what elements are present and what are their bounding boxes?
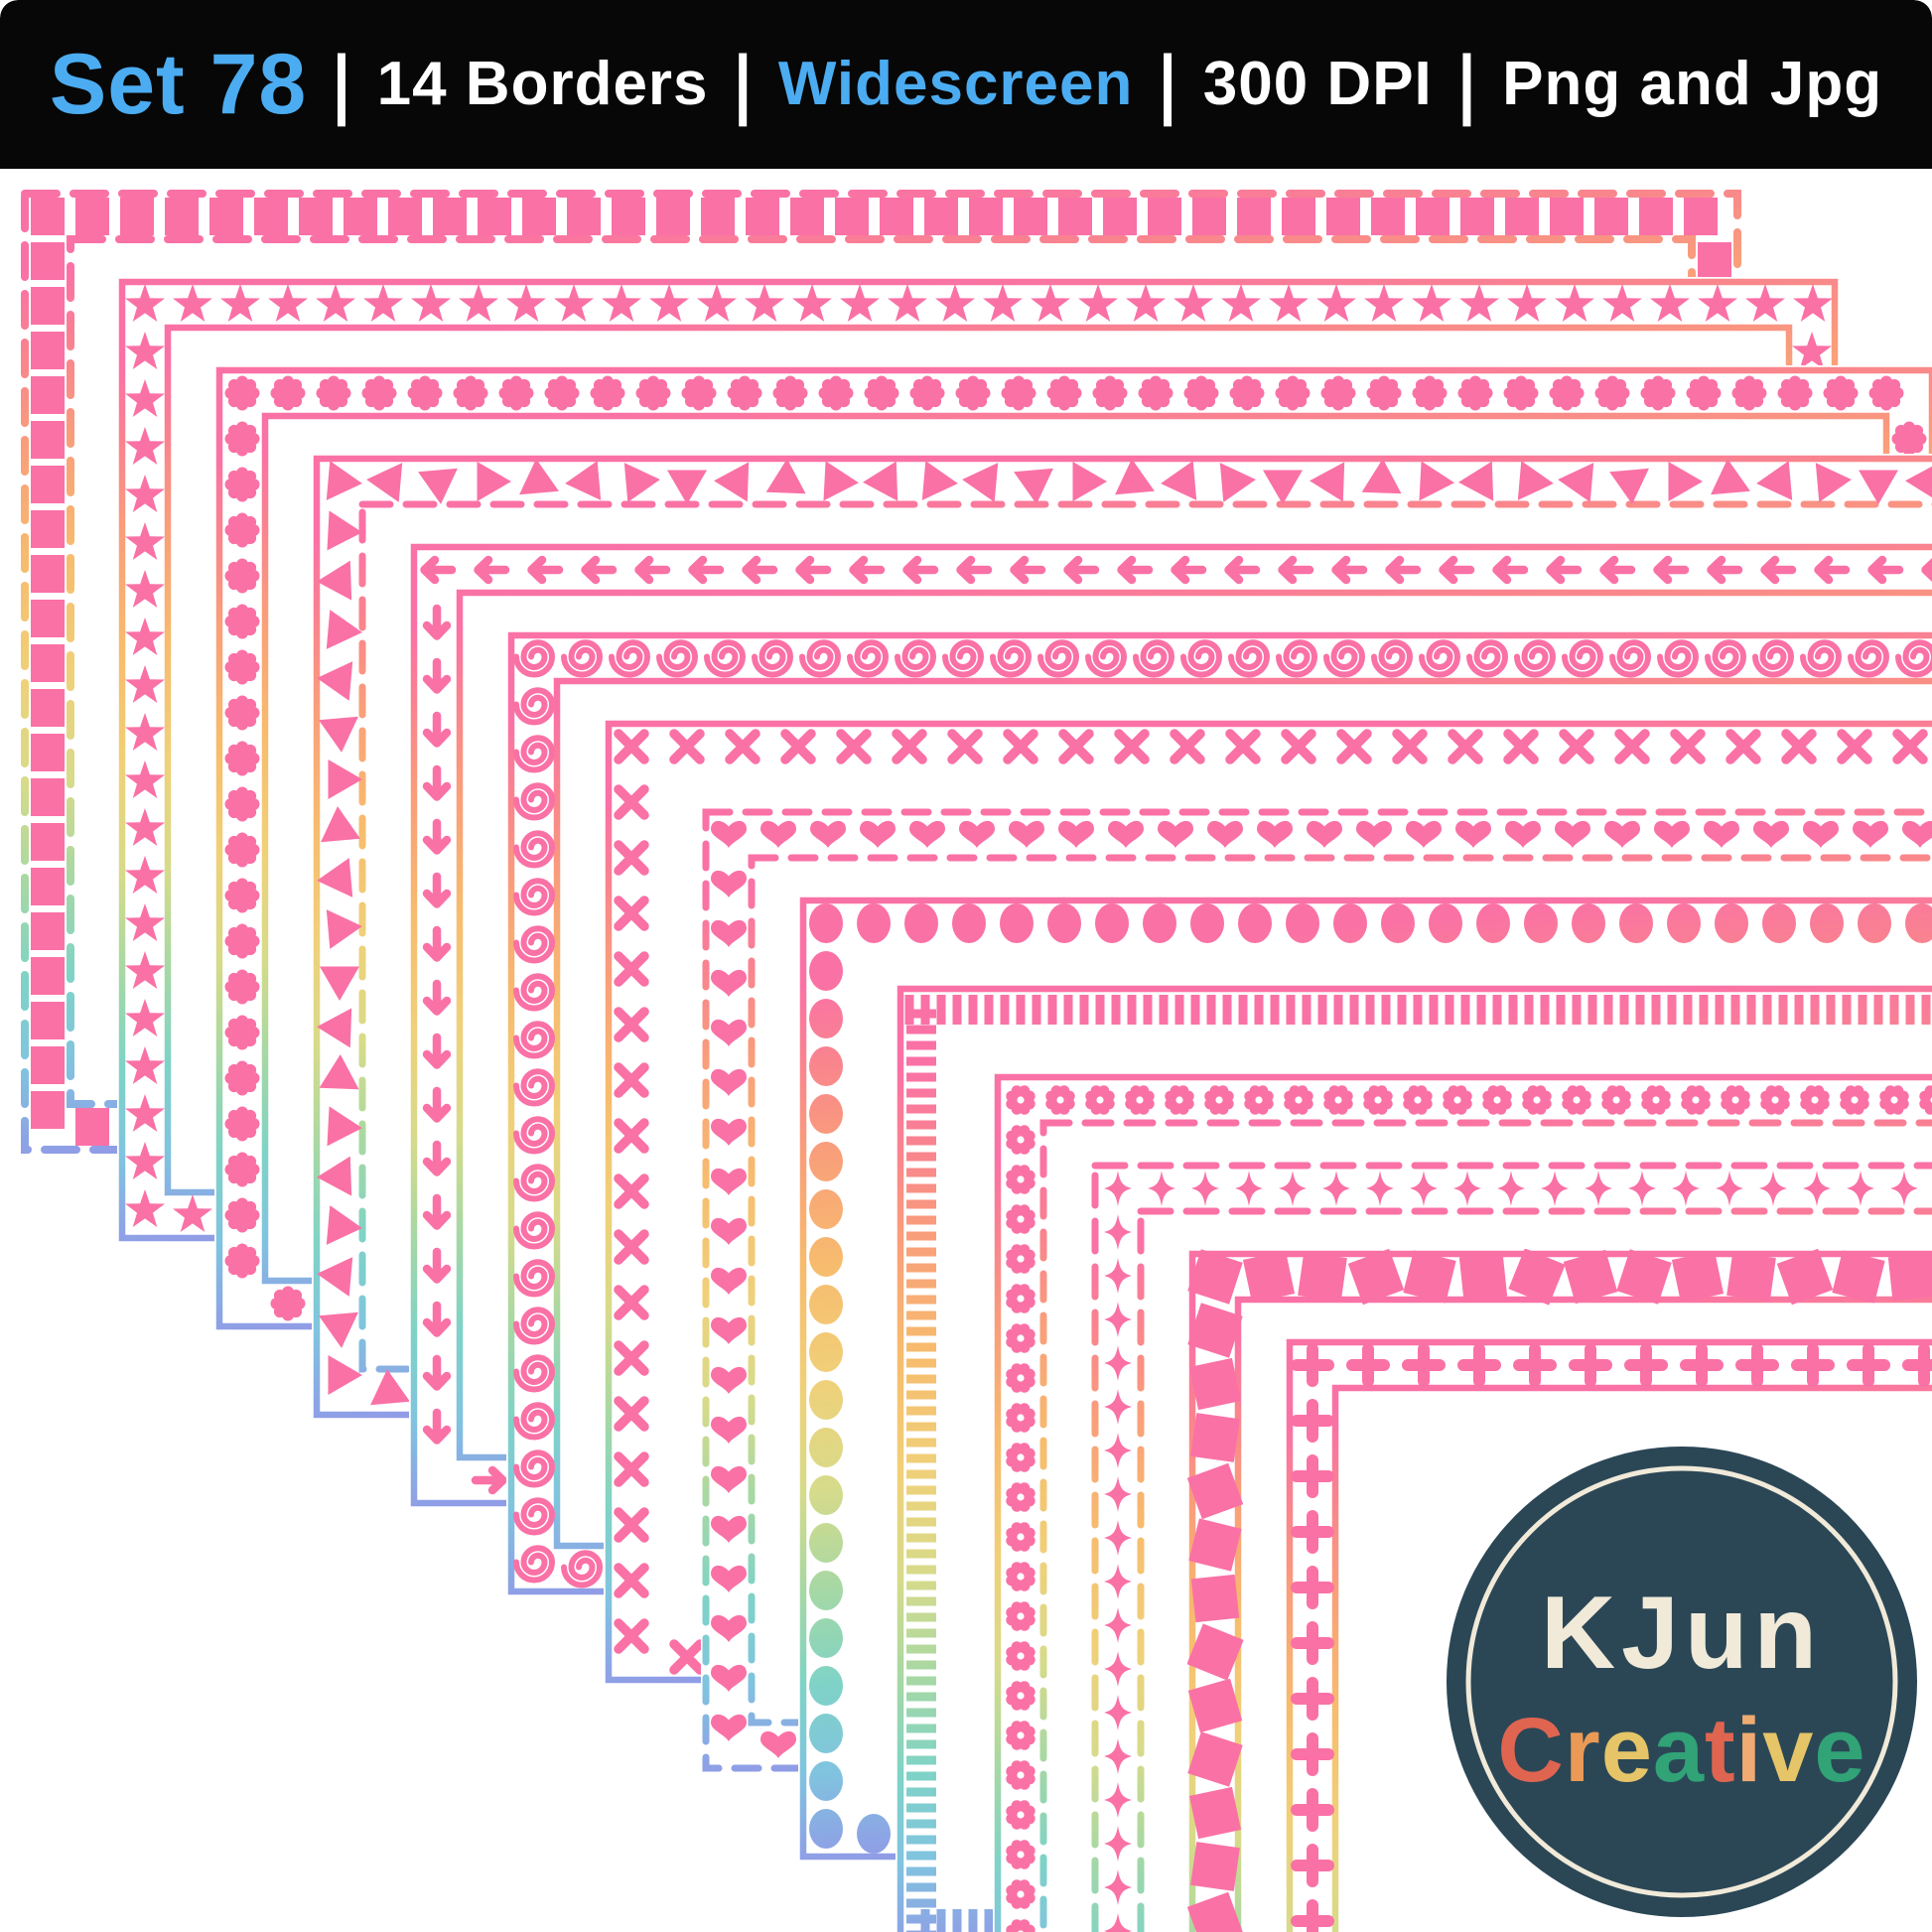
logo-subtitle-letter: i xyxy=(1736,1700,1763,1801)
title-separator: | xyxy=(1457,41,1477,127)
logo-subtitle-letter: a xyxy=(1653,1700,1705,1801)
logo-subtitle-letter: e xyxy=(1601,1700,1653,1801)
border-art-flowers xyxy=(994,1073,1932,1932)
title-segment: 300 DPI xyxy=(1202,50,1433,118)
title-segment: Set 78 xyxy=(49,37,308,132)
header-banner: Set 78 | 14 Borders | Widescreen | 300 DPI | Png… xyxy=(0,0,1932,169)
logo-ring xyxy=(1465,1465,1898,1898)
title-separator: | xyxy=(734,41,753,127)
logo-title: KJun xyxy=(1541,1576,1823,1691)
border-art-tilted-squares xyxy=(1187,1249,1932,1932)
logo-subtitle-letter: t xyxy=(1705,1700,1736,1801)
border-art-plus-signs xyxy=(1286,1338,1932,1932)
title-segment: 14 Borders xyxy=(376,50,709,118)
logo-subtitle-letter: r xyxy=(1565,1700,1601,1801)
border-art-sparkles xyxy=(1091,1162,1932,1932)
title-segment: Png and Jpg xyxy=(1502,50,1883,118)
logo-subtitle-letter: v xyxy=(1762,1700,1814,1801)
logo-subtitle: Creative xyxy=(1497,1700,1865,1801)
logo-subtitle-letter: e xyxy=(1814,1700,1865,1801)
logo-circle xyxy=(1447,1447,1917,1917)
title-separator: | xyxy=(333,41,351,127)
title-segment: Widescreen xyxy=(777,50,1134,118)
title-separator: | xyxy=(1159,41,1177,127)
logo-subtitle-letter: C xyxy=(1497,1700,1564,1801)
brand-logo: KJun Creative xyxy=(1437,1437,1927,1927)
